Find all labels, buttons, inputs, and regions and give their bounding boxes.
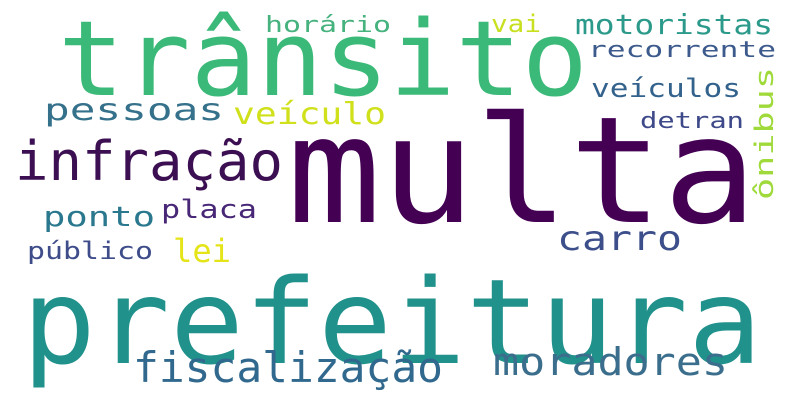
word-recorrente: recorrente [588,38,776,63]
word-pessoas: pessoas [44,93,224,128]
word-ponto: ponto [43,200,155,233]
word-moradores: moradores [493,340,728,384]
word-placa: placa [161,195,257,225]
word-veiculo: veículo [233,97,386,132]
word-lei: lei [173,232,231,270]
word-motoristas: motoristas [575,8,773,41]
word-publico: público [27,237,153,265]
word-vai: vai [491,10,541,38]
word-carro: carro [557,219,682,259]
word-transito: trânsito [58,0,588,120]
word-prefeitura: prefeitura [22,253,762,391]
word-infracao: infração [15,130,283,193]
word-onibus: ônibus [750,67,780,200]
word-multa: multa [287,85,757,257]
word-detran: detran [640,109,744,134]
word-fiscalizacao: fiscalização [133,343,443,392]
word-horario: horário [265,13,391,38]
word-veiculos: veículos [591,74,741,104]
